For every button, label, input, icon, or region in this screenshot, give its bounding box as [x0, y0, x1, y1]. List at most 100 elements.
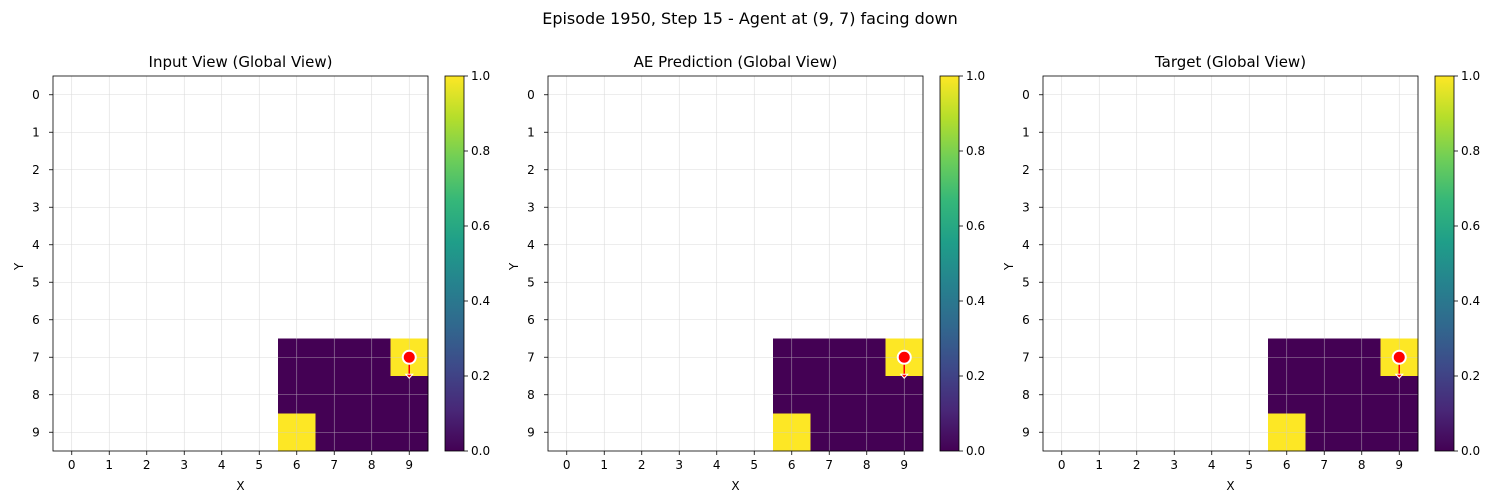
colorbar-bar — [939, 75, 960, 452]
x-tick-label: 7 — [1320, 458, 1328, 472]
agent-dot — [1391, 349, 1407, 365]
colorbar-tick-label: 0.2 — [966, 369, 985, 383]
y-tick-label: 0 — [527, 88, 535, 102]
colorbar-tick-label: 0.8 — [1461, 144, 1480, 158]
y-tick-label: 5 — [32, 275, 40, 289]
y-tick-label: 5 — [1022, 275, 1030, 289]
x-tick-label: 8 — [1358, 458, 1366, 472]
x-tick-label: 4 — [1208, 458, 1216, 472]
x-tick-label: 5 — [255, 458, 263, 472]
y-tick-label: 8 — [527, 388, 535, 402]
y-tick-label: 7 — [32, 350, 40, 364]
agent-marker — [896, 349, 912, 380]
colorbar-tick-label: 0.0 — [1461, 444, 1480, 458]
y-axis: 0 1 2 3 4 5 6 7 8 9 Y — [1002, 88, 1043, 439]
colorbar-tick-label: 0.2 — [1461, 369, 1480, 383]
colorbar-tick-label: 1.0 — [1461, 69, 1480, 83]
panel-title: AE Prediction (Global View) — [634, 53, 838, 71]
axes-frame — [1042, 75, 1419, 452]
figure-suptitle: Episode 1950, Step 15 - Agent at (9, 7) … — [542, 9, 958, 28]
colorbar: 0.0 0.2 0.4 0.6 0.8 1.0 — [939, 69, 985, 458]
colorbar-tick-label: 0.6 — [1461, 219, 1480, 233]
colorbar-tick-label: 0.0 — [471, 444, 490, 458]
y-tick-label: 6 — [1022, 313, 1030, 327]
y-tick-label: 1 — [32, 125, 40, 139]
y-tick-label: 9 — [527, 425, 535, 439]
y-tick-label: 9 — [1022, 425, 1030, 439]
colorbar-tick-label: 1.0 — [966, 69, 985, 83]
x-tick-label: 8 — [368, 458, 376, 472]
agent-marker — [1391, 349, 1407, 380]
colorbar-tick-label: 0.2 — [471, 369, 490, 383]
y-tick-label: 6 — [527, 313, 535, 327]
x-tick-label: 0 — [1058, 458, 1066, 472]
colorbar-tick-label: 0.8 — [471, 144, 490, 158]
grid-lines — [1043, 76, 1418, 451]
agent-dot — [401, 349, 417, 365]
x-tick-label: 9 — [405, 458, 413, 472]
y-tick-label: 1 — [1022, 125, 1030, 139]
y-tick-label: 0 — [32, 88, 40, 102]
colorbar-tick-label: 1.0 — [471, 69, 490, 83]
x-tick-label: 5 — [1245, 458, 1253, 472]
x-tick-label: 2 — [638, 458, 646, 472]
x-tick-label: 3 — [1170, 458, 1178, 472]
x-tick-label: 1 — [600, 458, 608, 472]
agent-facing-arrowhead — [404, 373, 414, 380]
agent-facing-arrowhead — [899, 373, 909, 380]
grid-lines — [548, 76, 923, 451]
y-tick-label: 1 — [527, 125, 535, 139]
x-tick-label: 7 — [330, 458, 338, 472]
y-axis: 0 1 2 3 4 5 6 7 8 9 Y — [12, 88, 53, 439]
x-axis: 0 1 2 3 4 5 6 7 8 9 X — [563, 451, 908, 493]
x-tick-label: 4 — [713, 458, 721, 472]
y-tick-label: 3 — [32, 200, 40, 214]
y-tick-label: 5 — [527, 275, 535, 289]
colorbar-tick-label: 0.4 — [471, 294, 490, 308]
x-axis: 0 1 2 3 4 5 6 7 8 9 X — [1058, 451, 1403, 493]
x-axis: 0 1 2 3 4 5 6 7 8 9 X — [68, 451, 413, 493]
x-tick-label: 6 — [293, 458, 301, 472]
x-axis-label: X — [731, 479, 739, 493]
colorbar: 0.0 0.2 0.4 0.6 0.8 1.0 — [1434, 69, 1480, 458]
x-tick-label: 3 — [180, 458, 188, 472]
y-tick-label: 8 — [1022, 388, 1030, 402]
panel-title: Target (Global View) — [1154, 53, 1306, 71]
y-tick-label: 0 — [1022, 88, 1030, 102]
y-tick-label: 2 — [32, 163, 40, 177]
x-tick-label: 6 — [1283, 458, 1291, 472]
y-tick-label: 7 — [527, 350, 535, 364]
y-axis-label: Y — [12, 262, 26, 271]
y-tick-label: 4 — [32, 238, 40, 252]
panel-3: Target (Global View) 0 1 2 3 4 5 6 7 8 9 X 0 1 2 3 4 5 6 7 8… — [1002, 53, 1480, 493]
x-axis-label: X — [1226, 479, 1234, 493]
x-tick-label: 4 — [218, 458, 226, 472]
x-tick-label: 2 — [1133, 458, 1141, 472]
y-tick-label: 3 — [1022, 200, 1030, 214]
x-tick-label: 9 — [1395, 458, 1403, 472]
axes-frame — [547, 75, 924, 452]
panel-2: AE Prediction (Global View) 0 1 2 3 4 5 6 7 8 9 X 0 1… — [507, 53, 985, 493]
x-tick-label: 8 — [863, 458, 871, 472]
agent-facing-arrowhead — [1394, 373, 1404, 380]
x-tick-label: 6 — [788, 458, 796, 472]
x-tick-label: 7 — [825, 458, 833, 472]
panel-title: Input View (Global View) — [149, 53, 333, 71]
x-tick-label: 0 — [563, 458, 571, 472]
y-tick-label: 2 — [527, 163, 535, 177]
colorbar-tick-label: 0.6 — [471, 219, 490, 233]
x-axis-label: X — [236, 479, 244, 493]
y-tick-label: 7 — [1022, 350, 1030, 364]
colorbar-tick-label: 0.4 — [1461, 294, 1480, 308]
colorbar-tick-label: 0.8 — [966, 144, 985, 158]
y-axis-label: Y — [507, 262, 521, 271]
grid-lines — [53, 76, 428, 451]
y-tick-label: 8 — [32, 388, 40, 402]
colorbar: 0.0 0.2 0.4 0.6 0.8 1.0 — [444, 69, 490, 458]
y-tick-label: 6 — [32, 313, 40, 327]
axes-frame — [52, 75, 429, 452]
y-tick-label: 4 — [1022, 238, 1030, 252]
y-tick-label: 4 — [527, 238, 535, 252]
colorbar-bar — [444, 75, 465, 452]
colorbar-tick-label: 0.0 — [966, 444, 985, 458]
